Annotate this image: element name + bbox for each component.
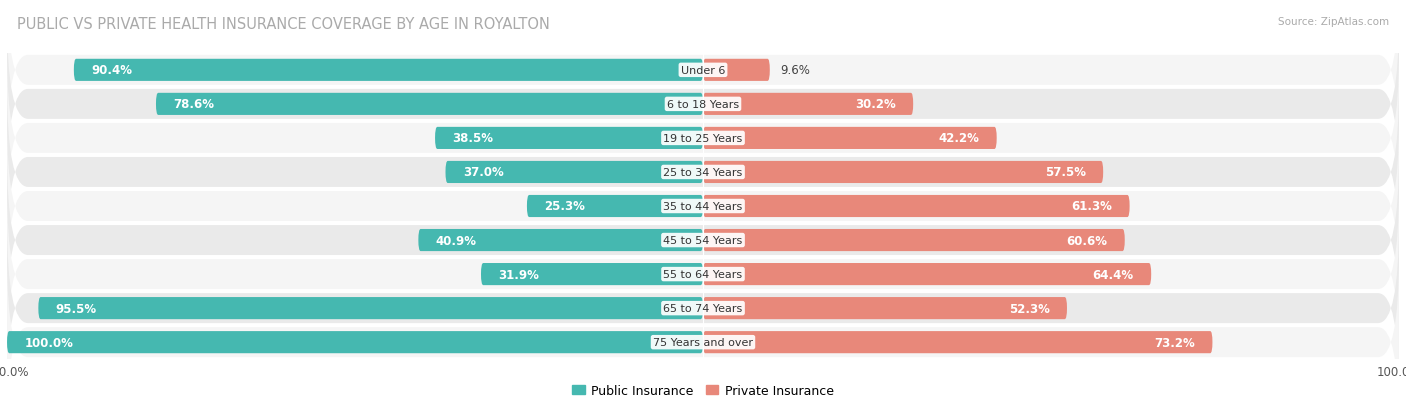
Text: 64.4%: 64.4% [1092, 268, 1133, 281]
Text: 55 to 64 Years: 55 to 64 Years [664, 269, 742, 280]
FancyBboxPatch shape [434, 128, 703, 150]
Text: 75 Years and over: 75 Years and over [652, 337, 754, 347]
FancyBboxPatch shape [75, 59, 703, 82]
Text: 37.0%: 37.0% [463, 166, 503, 179]
FancyBboxPatch shape [703, 161, 1104, 184]
Text: 40.9%: 40.9% [436, 234, 477, 247]
Text: 9.6%: 9.6% [780, 64, 810, 77]
Text: 57.5%: 57.5% [1045, 166, 1085, 179]
FancyBboxPatch shape [7, 85, 1399, 259]
Text: 90.4%: 90.4% [91, 64, 132, 77]
Text: 25 to 34 Years: 25 to 34 Years [664, 168, 742, 178]
FancyBboxPatch shape [7, 188, 1399, 361]
Text: Under 6: Under 6 [681, 66, 725, 76]
Text: 42.2%: 42.2% [938, 132, 980, 145]
FancyBboxPatch shape [446, 161, 703, 184]
FancyBboxPatch shape [7, 331, 703, 354]
FancyBboxPatch shape [703, 195, 1129, 218]
Text: 95.5%: 95.5% [56, 302, 97, 315]
Text: 19 to 25 Years: 19 to 25 Years [664, 133, 742, 144]
Text: PUBLIC VS PRIVATE HEALTH INSURANCE COVERAGE BY AGE IN ROYALTON: PUBLIC VS PRIVATE HEALTH INSURANCE COVER… [17, 17, 550, 31]
FancyBboxPatch shape [7, 120, 1399, 293]
FancyBboxPatch shape [703, 94, 912, 116]
Text: 31.9%: 31.9% [498, 268, 540, 281]
Text: 25.3%: 25.3% [544, 200, 585, 213]
FancyBboxPatch shape [7, 18, 1399, 192]
FancyBboxPatch shape [527, 195, 703, 218]
FancyBboxPatch shape [703, 59, 770, 82]
Text: Source: ZipAtlas.com: Source: ZipAtlas.com [1278, 17, 1389, 26]
FancyBboxPatch shape [703, 263, 1152, 285]
FancyBboxPatch shape [7, 154, 1399, 328]
FancyBboxPatch shape [7, 255, 1399, 413]
Text: 38.5%: 38.5% [453, 132, 494, 145]
Text: 52.3%: 52.3% [1008, 302, 1050, 315]
FancyBboxPatch shape [419, 230, 703, 252]
FancyBboxPatch shape [7, 52, 1399, 225]
Text: 30.2%: 30.2% [855, 98, 896, 111]
FancyBboxPatch shape [38, 297, 703, 319]
Text: 65 to 74 Years: 65 to 74 Years [664, 304, 742, 313]
FancyBboxPatch shape [703, 230, 1125, 252]
Text: 78.6%: 78.6% [173, 98, 214, 111]
Text: 73.2%: 73.2% [1154, 336, 1195, 349]
FancyBboxPatch shape [156, 94, 703, 116]
Text: 61.3%: 61.3% [1071, 200, 1112, 213]
Text: 45 to 54 Years: 45 to 54 Years [664, 235, 742, 245]
FancyBboxPatch shape [703, 297, 1067, 319]
FancyBboxPatch shape [7, 0, 1399, 158]
Text: 100.0%: 100.0% [24, 336, 73, 349]
Legend: Public Insurance, Private Insurance: Public Insurance, Private Insurance [567, 379, 839, 402]
Text: 6 to 18 Years: 6 to 18 Years [666, 100, 740, 109]
FancyBboxPatch shape [703, 331, 1212, 354]
FancyBboxPatch shape [481, 263, 703, 285]
FancyBboxPatch shape [703, 128, 997, 150]
Text: 60.6%: 60.6% [1066, 234, 1108, 247]
FancyBboxPatch shape [7, 221, 1399, 395]
Text: 35 to 44 Years: 35 to 44 Years [664, 202, 742, 211]
